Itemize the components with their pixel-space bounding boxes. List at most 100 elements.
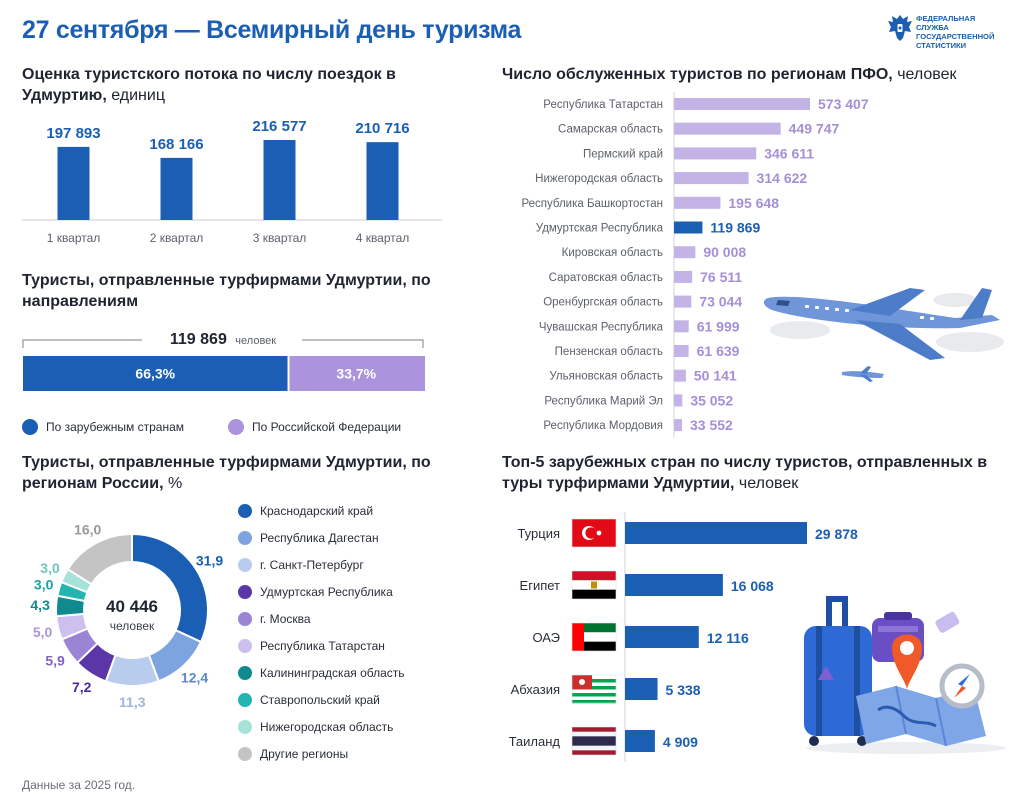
- regions-legend: Краснодарский край Республика Дагестан г. …: [238, 504, 448, 774]
- quarter-tick-label: 3 квартал: [253, 231, 307, 245]
- donut-center-unit: человек: [110, 619, 155, 633]
- quarter-value-label: 216 577: [252, 118, 306, 135]
- pfo-bar: [674, 296, 691, 308]
- flag-abkhazia-icon: [572, 675, 616, 704]
- quarter-bar: [161, 158, 193, 220]
- legend-label: Удмуртская Республика: [260, 585, 393, 599]
- regions-legend-item: Удмуртская Республика: [238, 585, 393, 599]
- pfo-value-label: 119 869: [710, 220, 760, 236]
- donut-slice-label: 4,3: [30, 597, 50, 613]
- pfo-bar: [674, 271, 692, 283]
- pfo-value-label: 90 008: [703, 244, 746, 260]
- country-value-label: 4 909: [663, 734, 698, 750]
- legend-label: Другие регионы: [260, 747, 348, 761]
- quarter-value-label: 210 716: [355, 120, 409, 137]
- direction-segment-label: 66,3%: [135, 366, 175, 382]
- country-value-label: 29 878: [815, 526, 858, 542]
- pfo-value-label: 314 622: [757, 170, 808, 186]
- pfo-region-label: Пермский край: [583, 148, 663, 160]
- pfo-value-label: 573 407: [818, 96, 869, 112]
- pfo-bar: [674, 147, 756, 159]
- pfo-region-label: Кировская область: [562, 247, 663, 259]
- legend-label: Республика Татарстан: [260, 639, 385, 653]
- regions-legend-item: г. Москва: [238, 612, 311, 626]
- pfo-value-label: 61 639: [697, 343, 740, 359]
- legend-dot: [238, 558, 252, 572]
- pfo-region-label: Пензенская область: [555, 346, 663, 358]
- regions-legend-item: Республика Татарстан: [238, 639, 385, 653]
- legend-label: Ставропольский край: [260, 693, 380, 707]
- direction-stacked-bar: 119 869 человек 66,3% 33,7%: [22, 322, 428, 396]
- pfo-bar: [674, 394, 682, 406]
- legend-label: Краснодарский край: [260, 504, 373, 518]
- legend-dot: [22, 419, 38, 435]
- legend-label: г. Санкт-Петербург: [260, 558, 364, 572]
- country-value-label: 16 068: [731, 578, 774, 594]
- country-bar: [625, 522, 807, 544]
- pfo-region-label: Чувашская Республика: [539, 321, 664, 333]
- pfo-bar: [674, 370, 686, 382]
- country-bar: [625, 574, 723, 596]
- pfo-bar: [674, 123, 781, 135]
- donut-slice-label: 5,9: [45, 653, 65, 669]
- donut-slice-label: 7,2: [72, 679, 92, 695]
- pfo-bar: [674, 419, 682, 431]
- footnote: Данные за 2025 год.: [22, 778, 135, 792]
- regions-chart-title: Туристы, отправленные турфирмами Удмурти…: [22, 452, 452, 494]
- quarter-bar: [58, 147, 90, 220]
- donut-slice-label: 11,3: [119, 694, 146, 710]
- quarter-chart-title: Оценка туристского потока по числу поезд…: [22, 64, 452, 106]
- legend-label: Нижегородская область: [260, 720, 393, 734]
- pfo-region-label: Республика Марий Эл: [544, 395, 663, 407]
- regions-donut-chart: 31,9 12,4 11,3 7,2 5,9 5,0 4,3 3,03,0 16,0 40 446…: [22, 522, 232, 712]
- country-value-label: 12 116: [707, 630, 749, 646]
- pfo-value-label: 195 648: [728, 195, 779, 211]
- donut-slice-label: 12,4: [181, 669, 208, 685]
- flag-uae-icon: [572, 623, 616, 651]
- quarter-tick-label: 1 квартал: [47, 231, 101, 245]
- page-title: 27 сентября — Всемирный день туризма: [22, 16, 521, 45]
- quarter-bar: [367, 142, 399, 220]
- quarter-value-label: 197 893: [46, 125, 100, 142]
- pfo-region-label: Саратовская область: [549, 272, 663, 284]
- pfo-bar: [674, 320, 689, 332]
- countries-chart-title: Топ-5 зарубежных стран по числу туристов…: [502, 452, 1012, 494]
- regions-legend-item: Другие регионы: [238, 747, 348, 761]
- pfo-bar: [674, 246, 695, 258]
- pfo-value-label: 73 044: [699, 294, 742, 310]
- country-label: Турция: [517, 526, 560, 541]
- airplane-illustration-icon: [760, 270, 1010, 390]
- quarter-tick-label: 4 квартал: [356, 231, 410, 245]
- legend-dot: [238, 747, 252, 761]
- direction-segment-label: 33,7%: [336, 366, 376, 382]
- legend-dot: [238, 666, 252, 680]
- country-label: Таиланд: [509, 734, 561, 749]
- pfo-value-label: 76 511: [700, 269, 742, 285]
- legend-label: Республика Дагестан: [260, 531, 379, 545]
- legend-dot: [228, 419, 244, 435]
- pfo-bar: [674, 98, 810, 110]
- pfo-region-label: Ульяновская область: [549, 371, 663, 383]
- country-bar: [625, 678, 658, 700]
- regions-legend-item: Ставропольский край: [238, 693, 380, 707]
- pfo-region-label: Нижегородская область: [535, 173, 663, 185]
- legend-dot: [238, 693, 252, 707]
- legend-russia: По Российской Федерации: [228, 419, 401, 435]
- regions-legend-item: Краснодарский край: [238, 504, 373, 518]
- donut-slice-label: 3,0: [34, 576, 54, 592]
- pfo-value-label: 346 611: [764, 145, 814, 161]
- flag-egypt-icon: [572, 571, 616, 599]
- quarter-bar: [264, 140, 296, 220]
- legend-dot: [238, 531, 252, 545]
- donut-center-value: 40 446: [106, 597, 158, 616]
- donut-slice-label: 5,0: [33, 624, 53, 640]
- pfo-chart-title: Число обслуженных туристов по регионам П…: [502, 64, 1012, 85]
- donut-slice-label: 31,9: [196, 552, 223, 568]
- country-label: Абхазия: [511, 682, 560, 697]
- legend-dot: [238, 612, 252, 626]
- country-bar: [625, 730, 655, 752]
- country-bar: [625, 626, 699, 648]
- legend-label: Калининградская область: [260, 666, 405, 680]
- pfo-bar: [674, 197, 720, 209]
- logo-text: ФЕДЕРАЛЬНАЯ СЛУЖБА ГОСУДАРСТВЕННОЙ СТАТИ…: [916, 14, 1006, 50]
